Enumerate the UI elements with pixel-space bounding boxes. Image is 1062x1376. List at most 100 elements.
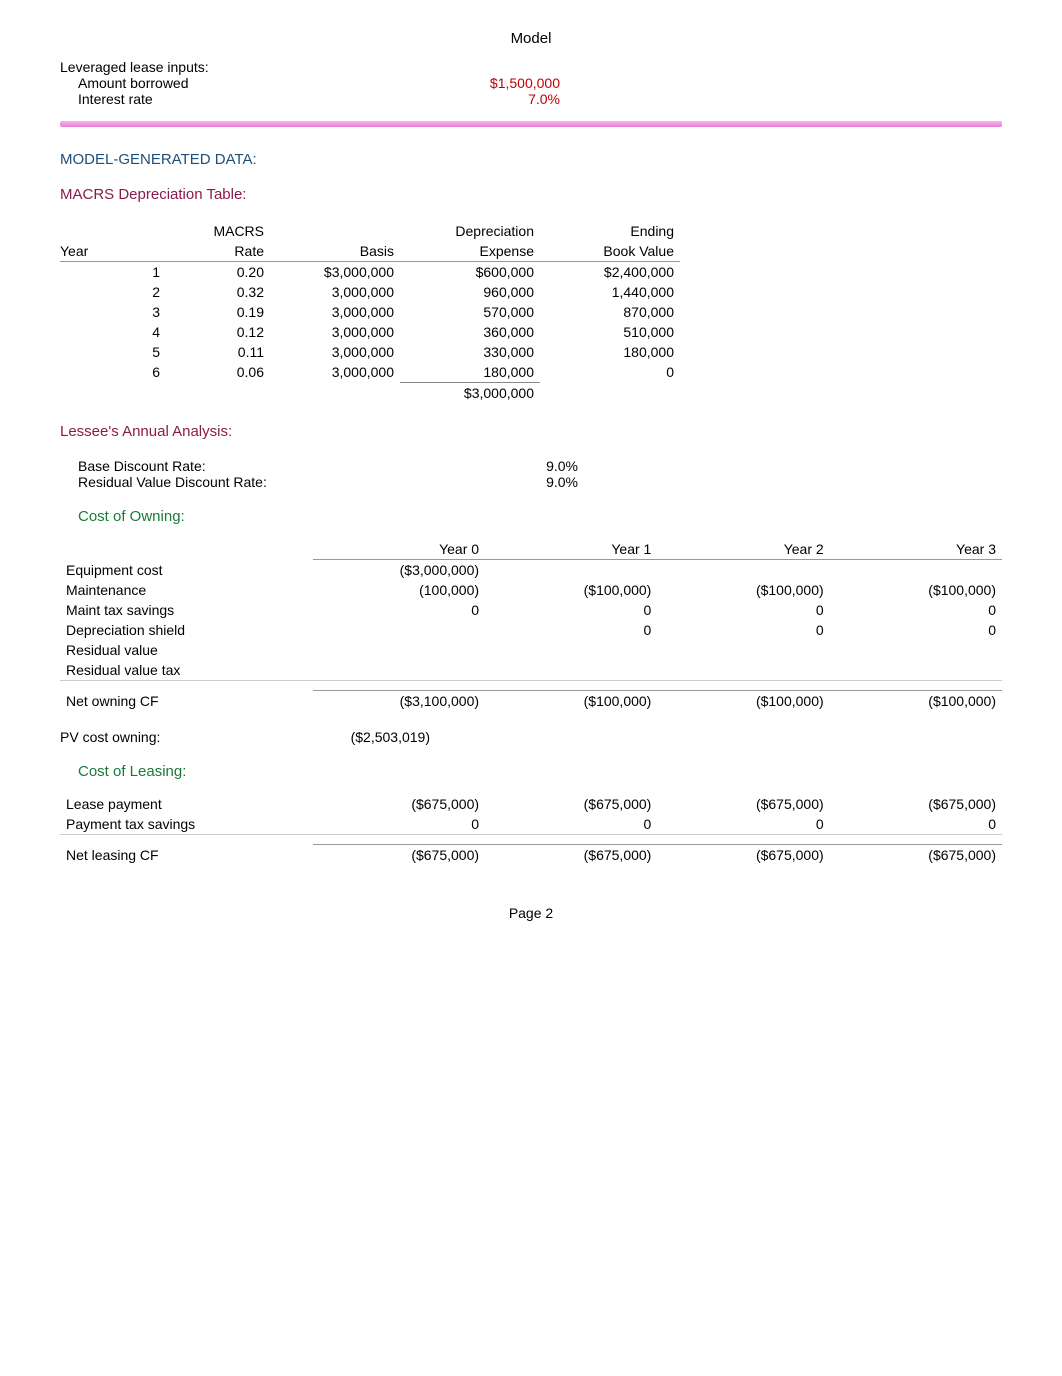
- net-leasing-row: Net leasing CF ($675,000) ($675,000) ($6…: [60, 845, 1002, 866]
- macrs-rate: 0.32: [180, 282, 270, 302]
- owning-cell: [485, 640, 657, 660]
- leasing-cell: 0: [485, 814, 657, 835]
- section-cost-leasing: Cost of Leasing:: [60, 763, 1002, 780]
- owning-row: Maintenance(100,000)($100,000)($100,000)…: [60, 580, 1002, 600]
- owning-row-label: Residual value tax: [60, 660, 313, 681]
- macrs-rate: 0.20: [180, 262, 270, 283]
- owning-hdr-y3: Year 3: [830, 539, 1002, 560]
- pv-owning-row: PV cost owning: ($2,503,019): [60, 729, 1002, 745]
- owning-cell: ($100,000): [485, 580, 657, 600]
- macrs-dep: 960,000: [400, 282, 540, 302]
- owning-cell: [313, 660, 485, 681]
- rate-value-residual: 9.0%: [458, 474, 578, 490]
- owning-row: Equipment cost($3,000,000): [60, 560, 1002, 581]
- rates-block: Base Discount Rate: 9.0% Residual Value …: [78, 458, 1002, 490]
- macrs-basis: 3,000,000: [270, 322, 400, 342]
- macrs-year: 6: [60, 362, 180, 383]
- divider-bar: [60, 121, 1002, 127]
- net-owning-y2: ($100,000): [657, 691, 829, 712]
- owning-spacer: [60, 681, 1002, 691]
- input-label-rate: Interest rate: [60, 91, 400, 107]
- macrs-rate: 0.06: [180, 362, 270, 383]
- macrs-hdr-rate-top: MACRS: [180, 221, 270, 241]
- owning-cell: [830, 560, 1002, 581]
- input-value-rate: 7.0%: [400, 91, 560, 107]
- macrs-hdr-end-top: Ending: [540, 221, 680, 241]
- leasing-cell: 0: [830, 814, 1002, 835]
- owning-cell: 0: [313, 600, 485, 620]
- inputs-heading: Leveraged lease inputs:: [60, 59, 1002, 75]
- net-leasing-label: Net leasing CF: [60, 845, 313, 866]
- macrs-hdr-end: Book Value: [540, 241, 680, 262]
- macrs-row: 40.123,000,000360,000510,000: [60, 322, 680, 342]
- macrs-row: 20.323,000,000960,0001,440,000: [60, 282, 680, 302]
- macrs-year: 4: [60, 322, 180, 342]
- owning-row: Residual value: [60, 640, 1002, 660]
- owning-cell: [830, 640, 1002, 660]
- macrs-rate: 0.19: [180, 302, 270, 322]
- leasing-row: Lease payment($675,000)($675,000)($675,0…: [60, 794, 1002, 814]
- owning-cell: [485, 560, 657, 581]
- section-lessee: Lessee's Annual Analysis:: [60, 423, 1002, 440]
- macrs-end: 180,000: [540, 342, 680, 362]
- macrs-dep: 570,000: [400, 302, 540, 322]
- owning-cell: [657, 640, 829, 660]
- macrs-basis: 3,000,000: [270, 302, 400, 322]
- rate-label-base: Base Discount Rate:: [78, 458, 458, 474]
- owning-row-label: Equipment cost: [60, 560, 313, 581]
- macrs-end: 870,000: [540, 302, 680, 322]
- macrs-basis: $3,000,000: [270, 262, 400, 283]
- net-leasing-y1: ($675,000): [485, 845, 657, 866]
- macrs-hdr-basis: Basis: [270, 241, 400, 262]
- owning-cell: [830, 660, 1002, 681]
- macrs-row: 10.20$3,000,000$600,000$2,400,000: [60, 262, 680, 283]
- net-leasing-y0: ($675,000): [313, 845, 485, 866]
- macrs-hdr-dep-top: Depreciation: [400, 221, 540, 241]
- owning-cell: 0: [830, 600, 1002, 620]
- owning-cell: 0: [657, 620, 829, 640]
- rate-value-base: 9.0%: [458, 458, 578, 474]
- page-footer: Page 2: [60, 905, 1002, 921]
- owning-header-row: Year 0 Year 1 Year 2 Year 3: [60, 539, 1002, 560]
- net-owning-label: Net owning CF: [60, 691, 313, 712]
- macrs-table: MACRS Depreciation Ending Year Rate Basi…: [60, 221, 680, 403]
- net-leasing-y3: ($675,000): [830, 845, 1002, 866]
- owning-cell: ($3,000,000): [313, 560, 485, 581]
- owning-cell: [313, 620, 485, 640]
- net-owning-y1: ($100,000): [485, 691, 657, 712]
- owning-row: Depreciation shield000: [60, 620, 1002, 640]
- leasing-cell: ($675,000): [657, 794, 829, 814]
- macrs-end: $2,400,000: [540, 262, 680, 283]
- section-model-generated: MODEL-GENERATED DATA:: [60, 151, 1002, 168]
- macrs-dep: 360,000: [400, 322, 540, 342]
- section-cost-owning: Cost of Owning:: [60, 508, 1002, 525]
- owning-cell: 0: [657, 600, 829, 620]
- leasing-cell: 0: [657, 814, 829, 835]
- input-label-amount: Amount borrowed: [60, 75, 400, 91]
- macrs-hdr-rate: Rate: [180, 241, 270, 262]
- leasing-cell: 0: [313, 814, 485, 835]
- lease-inputs-block: Leveraged lease inputs: Amount borrowed …: [60, 59, 1002, 107]
- macrs-end: 510,000: [540, 322, 680, 342]
- owning-cell: [485, 660, 657, 681]
- macrs-total-dep: $3,000,000: [400, 383, 540, 404]
- owning-cell: 0: [485, 620, 657, 640]
- owning-table: Year 0 Year 1 Year 2 Year 3 Equipment co…: [60, 539, 1002, 711]
- owning-cell: ($100,000): [657, 580, 829, 600]
- owning-hdr-y1: Year 1: [485, 539, 657, 560]
- owning-cell: ($100,000): [830, 580, 1002, 600]
- macrs-basis: 3,000,000: [270, 342, 400, 362]
- macrs-header-row-1: MACRS Depreciation Ending: [60, 221, 680, 241]
- macrs-dep: 180,000: [400, 362, 540, 383]
- owning-cell: 0: [830, 620, 1002, 640]
- owning-hdr-y2: Year 2: [657, 539, 829, 560]
- owning-cell: [657, 660, 829, 681]
- section-macrs: MACRS Depreciation Table:: [60, 186, 1002, 203]
- macrs-hdr-dep: Expense: [400, 241, 540, 262]
- owning-cell: [313, 640, 485, 660]
- macrs-rate: 0.11: [180, 342, 270, 362]
- macrs-year: 1: [60, 262, 180, 283]
- owning-row: Maint tax savings0000: [60, 600, 1002, 620]
- macrs-dep: 330,000: [400, 342, 540, 362]
- page-title: Model: [60, 30, 1002, 47]
